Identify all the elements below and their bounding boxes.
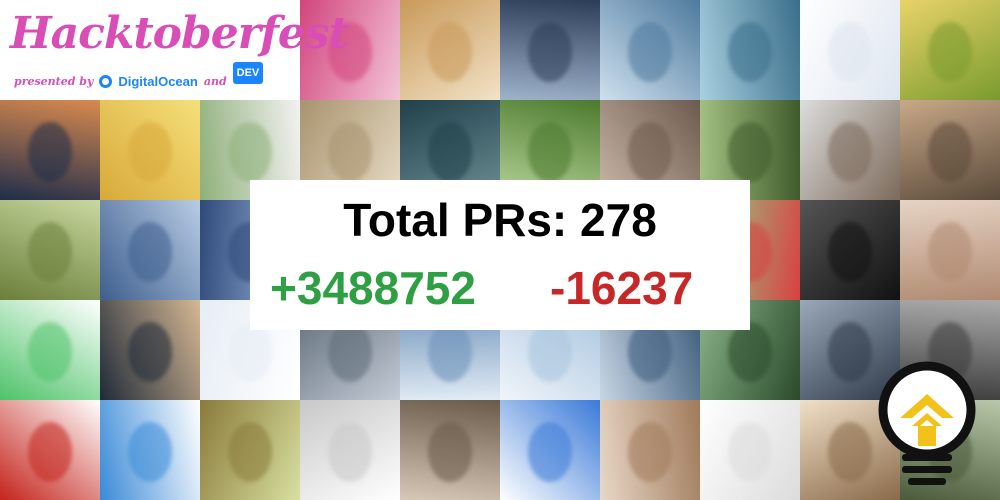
avatar-tile — [800, 200, 900, 300]
avatar-tile-shape — [328, 422, 372, 482]
digitalocean-text: DigitalOcean — [118, 73, 198, 89]
avatar-tile-shape — [528, 322, 572, 382]
avatar-tile — [800, 300, 900, 400]
avatar-tile-shape — [128, 122, 172, 182]
avatar-tile-shape — [528, 22, 572, 82]
presented-by-text: presented by — [14, 74, 94, 88]
avatar-tile-shape — [728, 22, 772, 82]
avatar-tile — [900, 0, 1000, 100]
avatar-tile-shape — [628, 322, 672, 382]
avatar-tile-shape — [728, 122, 772, 182]
avatar-tile-shape — [628, 122, 672, 182]
avatar-tile — [100, 200, 200, 300]
logo-presented-by: presented by DigitalOcean and DEV — [14, 62, 264, 92]
avatar-tile — [0, 400, 100, 500]
avatar-tile — [100, 100, 200, 200]
avatar-tile — [700, 400, 800, 500]
avatar-tile — [0, 100, 100, 200]
avatar-tile — [100, 400, 200, 500]
avatar-tile-shape — [728, 322, 772, 382]
avatar-tile-shape — [628, 422, 672, 482]
avatar-tile-shape — [228, 422, 272, 482]
total-prs: Total PRs: 278 — [250, 192, 750, 248]
avatar-tile — [0, 300, 100, 400]
avatar-tile — [300, 400, 400, 500]
avatar-tile-shape — [28, 422, 72, 482]
hacktoberfest-logo: Hacktoberfest presented by DigitalOcean … — [0, 0, 349, 100]
avatar-tile-shape — [328, 322, 372, 382]
deletions-count: -16237 — [550, 262, 694, 314]
avatar-tile-shape — [728, 422, 772, 482]
digitalocean-icon — [99, 74, 113, 88]
avatar-tile — [600, 400, 700, 500]
avatar-tile — [800, 100, 900, 200]
avatar-tile-shape — [328, 22, 372, 82]
avatar-tile-shape — [128, 422, 172, 482]
avatar-tile — [500, 0, 600, 100]
total-prs-label: Total PRs: — [343, 194, 568, 246]
avatar-tile-shape — [228, 122, 272, 182]
avatar-tile-shape — [928, 122, 972, 182]
avatar-tile — [200, 400, 300, 500]
avatar-tile-shape — [928, 22, 972, 82]
additions-count: +3488752 — [270, 262, 476, 314]
avatar-tile — [0, 200, 100, 300]
avatar-tile-shape — [428, 122, 472, 182]
avatar-tile — [800, 0, 900, 100]
avatar-tile-shape — [228, 322, 272, 382]
avatar-tile-shape — [128, 322, 172, 382]
avatar-tile — [100, 300, 200, 400]
avatar-tile-shape — [428, 22, 472, 82]
avatar-tile-shape — [428, 322, 472, 382]
avatar-tile-shape — [428, 422, 472, 482]
avatar-tile — [900, 200, 1000, 300]
total-prs-value: 278 — [580, 194, 657, 246]
lightbulb-icon — [878, 361, 976, 485]
avatar-tile — [500, 400, 600, 500]
avatar-tile — [900, 100, 1000, 200]
logo-title: Hacktoberfest — [10, 8, 349, 59]
avatar-tile — [400, 400, 500, 500]
avatar-tile-shape — [828, 322, 872, 382]
and-text: and — [203, 74, 227, 88]
dev-badge: DEV — [232, 62, 264, 84]
avatar-tile-shape — [128, 222, 172, 282]
avatar-tile-shape — [328, 122, 372, 182]
avatar-tile-shape — [828, 422, 872, 482]
avatar-tile-shape — [928, 222, 972, 282]
avatar-tile — [400, 0, 500, 100]
avatar-tile — [300, 0, 400, 100]
avatar-tile — [700, 0, 800, 100]
avatar-tile-shape — [528, 422, 572, 482]
avatar-tile-shape — [628, 22, 672, 82]
avatar-tile-shape — [28, 222, 72, 282]
avatar-tile-shape — [828, 222, 872, 282]
avatar-tile-shape — [528, 122, 572, 182]
avatar-tile-shape — [28, 122, 72, 182]
avatar-tile — [600, 0, 700, 100]
avatar-tile — [200, 300, 300, 400]
avatar-tile-shape — [28, 322, 72, 382]
avatar-tile-shape — [828, 122, 872, 182]
pr-stats-card: Total PRs: 278 +3488752 -16237 — [250, 180, 750, 330]
avatar-tile-shape — [828, 22, 872, 82]
